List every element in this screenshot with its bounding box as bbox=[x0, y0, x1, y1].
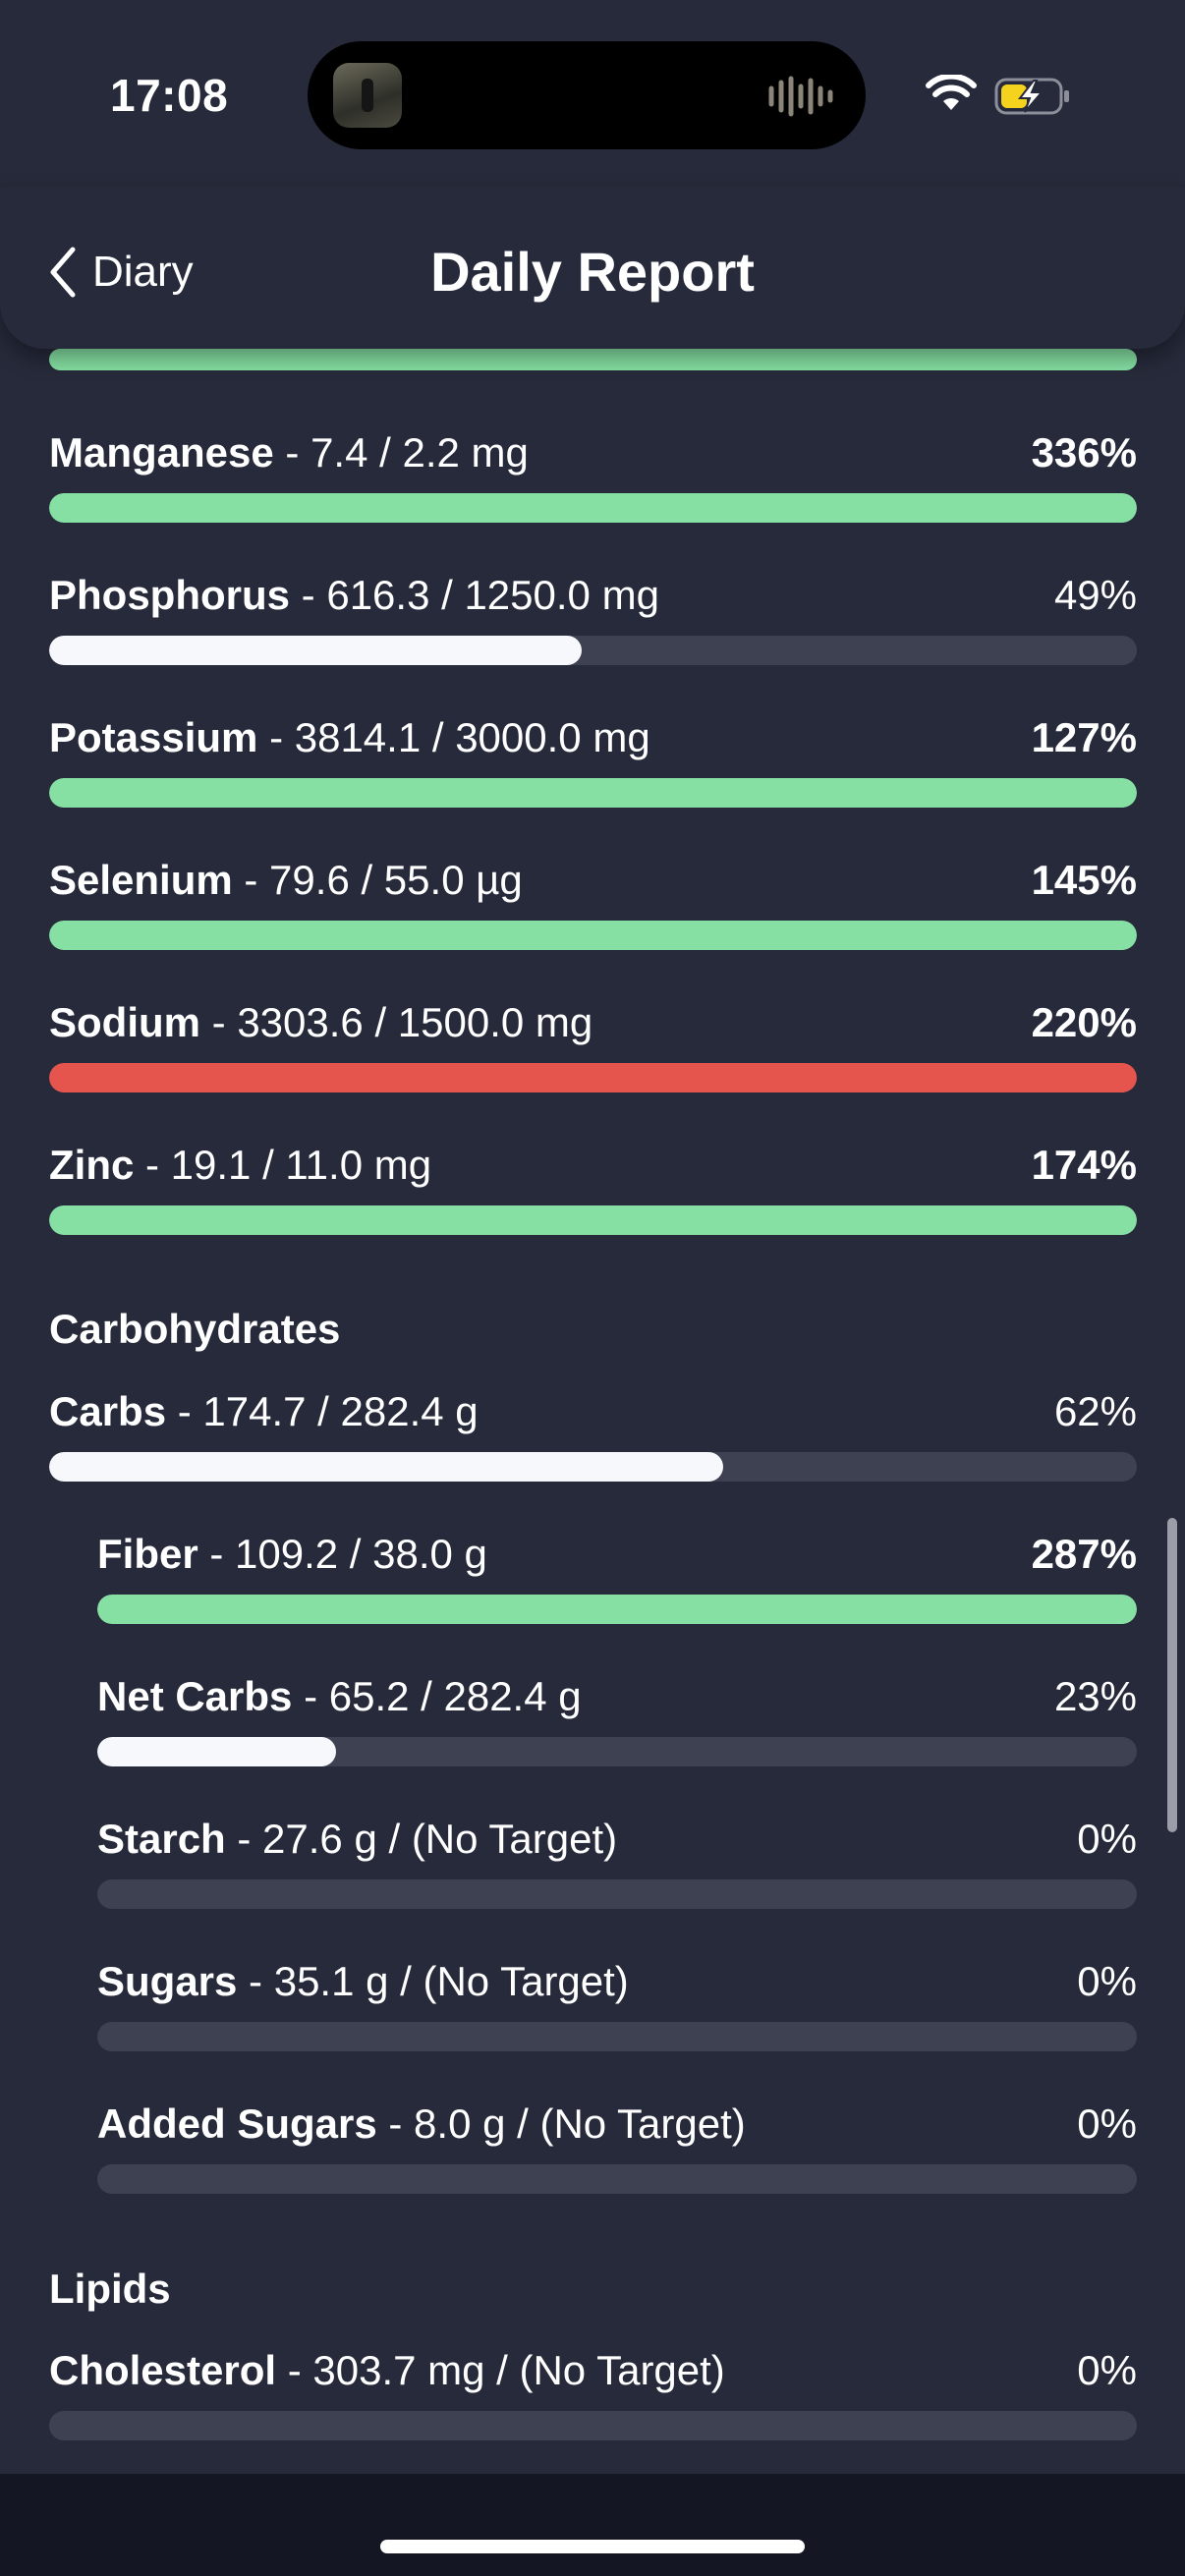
nutrient-label: Potassium - 3814.1 / 3000.0 mg bbox=[49, 713, 650, 762]
nutrient-amount: - 3814.1 / 3000.0 mg bbox=[257, 714, 650, 760]
nutrient-amount: - 35.1 g / (No Target) bbox=[237, 1958, 629, 2004]
nutrient-percent: 0% bbox=[1077, 2100, 1137, 2147]
nutrient-label: Added Sugars - 8.0 g / (No Target) bbox=[97, 2100, 746, 2149]
nutrient-name: Starch bbox=[97, 1816, 226, 1862]
nutrient-amount: - 79.6 / 55.0 µg bbox=[232, 857, 523, 903]
progress-bar-fill bbox=[49, 921, 1137, 950]
nutrient-name: Fiber bbox=[97, 1531, 198, 1577]
progress-bar-fill bbox=[49, 1452, 724, 1482]
nutrient-amount: - 19.1 / 11.0 mg bbox=[134, 1142, 432, 1188]
progress-bar-fill bbox=[97, 1737, 337, 1766]
progress-bar-track bbox=[49, 778, 1137, 808]
nutrient-name: Cholesterol bbox=[49, 2347, 277, 2393]
section-title: Lipids bbox=[49, 2266, 171, 2312]
back-label: Diary bbox=[92, 248, 194, 296]
section-title: Carbohydrates bbox=[49, 1306, 341, 1352]
nutrient-name: Net Carbs bbox=[97, 1673, 293, 1719]
nutrient-amount: - 174.7 / 282.4 g bbox=[166, 1388, 479, 1434]
nutrient-amount: - 27.6 g / (No Target) bbox=[225, 1816, 618, 1862]
nutrient-name: Added Sugars bbox=[97, 2100, 377, 2147]
nutrient-percent: 287% bbox=[1031, 1531, 1137, 1577]
progress-bar-track bbox=[49, 1063, 1137, 1092]
progress-bar-fill bbox=[49, 493, 1137, 523]
nutrient-percent: 174% bbox=[1031, 1142, 1137, 1188]
nutrient-percent: 62% bbox=[1053, 1388, 1137, 1434]
nutrient-percent: 220% bbox=[1031, 999, 1137, 1045]
progress-bar-track bbox=[49, 921, 1137, 950]
progress-bar-partial bbox=[49, 349, 1137, 370]
dynamic-island[interactable] bbox=[308, 41, 866, 149]
progress-bar-track bbox=[49, 1452, 1137, 1482]
nutrient-percent: 23% bbox=[1053, 1673, 1137, 1719]
bottom-safe-area bbox=[0, 2474, 1185, 2576]
nutrient-name: Selenium bbox=[49, 857, 233, 903]
progress-bar-track bbox=[49, 2411, 1137, 2440]
nutrient-label: Fiber - 109.2 / 38.0 g bbox=[97, 1530, 487, 1579]
nutrient-label: Net Carbs - 65.2 / 282.4 g bbox=[97, 1672, 582, 1721]
nutrient-label: Manganese - 7.4 / 2.2 mg bbox=[49, 428, 529, 477]
nutrient-label: Cholesterol - 303.7 mg / (No Target) bbox=[49, 2346, 725, 2395]
progress-bar-track bbox=[49, 636, 1137, 665]
nutrient-name: Sugars bbox=[97, 1958, 238, 2004]
nutrient-name: Phosphorus bbox=[49, 572, 291, 618]
nutrient-name: Carbs bbox=[49, 1388, 167, 1434]
nutrient-name: Zinc bbox=[49, 1142, 135, 1188]
nutrient-percent: 0% bbox=[1077, 1816, 1137, 1862]
progress-bar-fill bbox=[49, 778, 1137, 808]
progress-bar-track bbox=[97, 1879, 1137, 1909]
nutrient-amount: - 3303.6 / 1500.0 mg bbox=[200, 999, 593, 1045]
page-title: Daily Report bbox=[430, 241, 755, 303]
home-indicator[interactable] bbox=[380, 2540, 805, 2553]
nutrient-label: Sodium - 3303.6 / 1500.0 mg bbox=[49, 998, 592, 1047]
nutrient-amount: - 7.4 / 2.2 mg bbox=[273, 429, 529, 476]
nutrient-label: Zinc - 19.1 / 11.0 mg bbox=[49, 1141, 431, 1190]
nutrient-label: Sugars - 35.1 g / (No Target) bbox=[97, 1957, 629, 2006]
battery-charging-icon bbox=[994, 78, 1069, 115]
nutrient-label: Carbs - 174.7 / 282.4 g bbox=[49, 1387, 479, 1436]
progress-bar-fill bbox=[97, 1595, 1137, 1624]
progress-bar-track bbox=[97, 2164, 1137, 2194]
progress-bar-track bbox=[97, 2022, 1137, 2051]
wifi-icon bbox=[926, 75, 977, 110]
progress-bar-track bbox=[97, 1737, 1137, 1766]
progress-bar-fill bbox=[49, 1205, 1137, 1235]
now-playing-artwork[interactable] bbox=[333, 63, 402, 128]
audio-waveform-icon bbox=[768, 76, 833, 117]
progress-bar-track bbox=[49, 493, 1137, 523]
nutrient-amount: - 303.7 mg / (No Target) bbox=[276, 2347, 725, 2393]
status-bar: 17:08 bbox=[0, 0, 1185, 187]
nutrient-name: Sodium bbox=[49, 999, 200, 1045]
nutrient-label: Starch - 27.6 g / (No Target) bbox=[97, 1815, 617, 1864]
nutrient-label: Selenium - 79.6 / 55.0 µg bbox=[49, 856, 523, 905]
status-time: 17:08 bbox=[110, 70, 229, 121]
navigation-header: Diary Daily Report bbox=[0, 187, 1185, 349]
nutrient-percent: 49% bbox=[1053, 572, 1137, 618]
back-button[interactable]: Diary bbox=[47, 238, 194, 307]
nutrient-amount: - 65.2 / 282.4 g bbox=[292, 1673, 582, 1719]
nutrient-amount: - 8.0 g / (No Target) bbox=[376, 2100, 746, 2147]
nutrient-percent: 0% bbox=[1077, 1958, 1137, 2004]
chevron-left-icon bbox=[50, 247, 76, 298]
nutrient-amount: - 616.3 / 1250.0 mg bbox=[290, 572, 659, 618]
nutrient-name: Potassium bbox=[49, 714, 258, 760]
progress-bar-track bbox=[97, 1595, 1137, 1624]
scrollbar[interactable] bbox=[1167, 1518, 1177, 1832]
nutrient-amount: - 109.2 / 38.0 g bbox=[198, 1531, 487, 1577]
nutrient-percent: 145% bbox=[1031, 857, 1137, 903]
progress-bar-track bbox=[49, 1205, 1137, 1235]
nutrient-name: Manganese bbox=[49, 429, 274, 476]
nutrient-percent: 336% bbox=[1031, 429, 1137, 476]
progress-bar-fill bbox=[49, 636, 583, 665]
progress-bar-fill bbox=[49, 1063, 1137, 1092]
nutrient-percent: 0% bbox=[1077, 2347, 1137, 2393]
nutrient-label: Phosphorus - 616.3 / 1250.0 mg bbox=[49, 571, 659, 620]
nutrient-percent: 127% bbox=[1031, 714, 1137, 760]
